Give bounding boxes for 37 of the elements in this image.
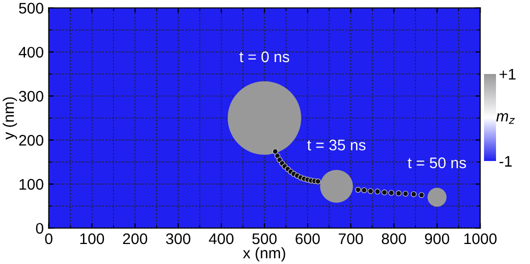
point [361,187,368,194]
point [272,148,278,154]
x-tick-label: 1000 [464,233,497,244]
y-tick-label: 300 [18,90,44,102]
point [382,190,388,196]
y-tick-label: 400 [18,46,44,58]
y-tick-label: 100 [20,178,44,190]
point [355,186,361,193]
point [315,178,321,184]
x-axis-title: x (nm) [243,247,286,262]
point [418,192,424,198]
x-tick-label: 400 [208,233,234,244]
y-tick-label: 200 [19,134,44,146]
y-tick-label: 0 [36,222,44,234]
y-tick-label: 500 [19,2,44,14]
x-tick-label: 300 [166,233,190,244]
x-tick-label: 600 [296,233,320,244]
y-axis-title: y (nm) [2,97,18,140]
annotation: t = 35 ns [307,140,366,150]
point [368,188,374,194]
point [374,188,380,194]
point [396,190,402,196]
x-tick-label: 500 [252,233,277,244]
color-bar-title: m$_{z}$ [496,113,515,124]
x-tick-label: 800 [382,233,406,244]
point [402,190,408,197]
annotation: t = 50 ns [408,157,466,168]
color-bar-label: +1 [500,68,516,80]
annotation: t = 0 ns [239,51,290,62]
x-tick-label: 200 [123,233,148,244]
x-tick-label: 0 [45,233,52,244]
x-tick-label: 900 [425,233,450,244]
point [410,191,417,198]
color-bar-label: -1 [500,156,512,167]
x-tick-label: 700 [338,233,363,244]
point [388,190,394,196]
x-tick-label: 100 [80,233,104,244]
